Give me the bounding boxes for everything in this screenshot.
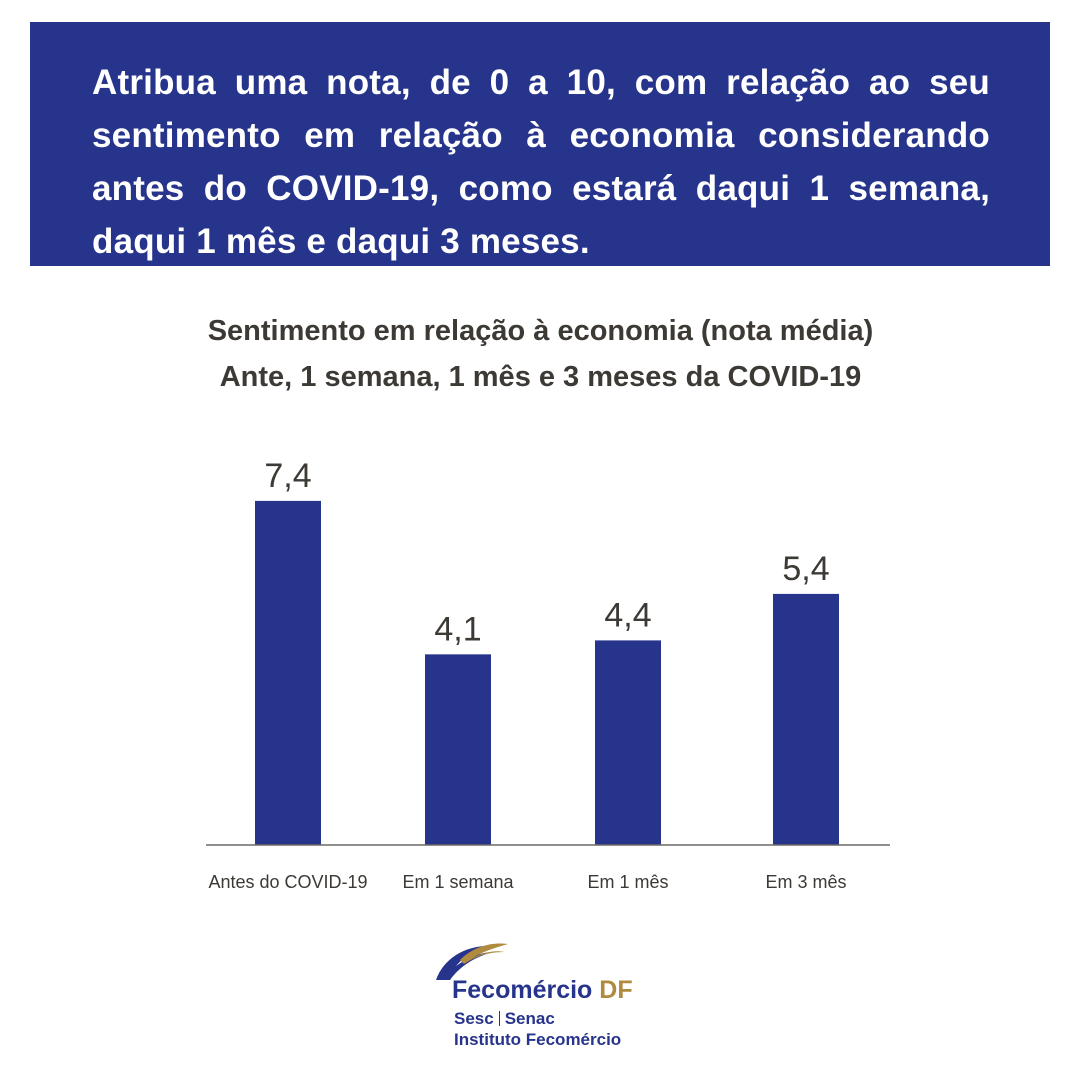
question-text: Atribua uma nota, de 0 a 10, com relação… xyxy=(92,63,990,261)
category-label-4: Em 3 mês xyxy=(765,872,846,892)
logo-brand-main: Fecomércio xyxy=(452,976,593,1004)
value-label-1: 7,4 xyxy=(264,457,311,495)
logo-sub-line1: Sesc Senac xyxy=(454,1009,555,1029)
logo-brand: Fecomércio DF xyxy=(452,976,633,1005)
logo-sub-line2: Instituto Fecomércio xyxy=(454,1030,622,1049)
question-banner: Atribua uma nota, de 0 a 10, com relação… xyxy=(30,22,1050,266)
logo-brand-region: DF xyxy=(599,976,633,1004)
category-label-2: Em 1 semana xyxy=(402,872,514,892)
category-label-3: Em 1 mês xyxy=(587,872,668,892)
bar-2 xyxy=(425,654,491,845)
swoosh-icon xyxy=(436,943,508,980)
chart-title-line2: Ante, 1 semana, 1 mês e 3 meses da COVID… xyxy=(219,361,862,393)
bar-3 xyxy=(595,640,661,845)
logo-separator xyxy=(498,1011,500,1026)
chart-title-line1: Sentimento em relação à economia (nota m… xyxy=(207,315,874,347)
logo-sub-sesc: Sesc xyxy=(454,1009,494,1028)
labels-group: 7,4 Antes do COVID-19 4,1 Em 1 semana 4,4 Em … xyxy=(208,457,846,892)
value-label-2: 4,1 xyxy=(434,610,481,648)
bar-1 xyxy=(255,500,321,845)
value-label-4: 5,4 xyxy=(782,550,829,588)
logo-sub-senac: Senac xyxy=(504,1009,555,1028)
value-label-3: 4,4 xyxy=(604,596,651,634)
bars-group xyxy=(255,500,839,845)
bar-4 xyxy=(773,593,839,845)
fecomercio-logo: Fecomércio DF Sesc Senac Instituto Fecomé… xyxy=(430,940,670,1050)
category-label-1: Antes do COVID-19 xyxy=(208,872,367,892)
chart-title: Sentimento em relação à economia (nota m… xyxy=(0,308,1081,400)
